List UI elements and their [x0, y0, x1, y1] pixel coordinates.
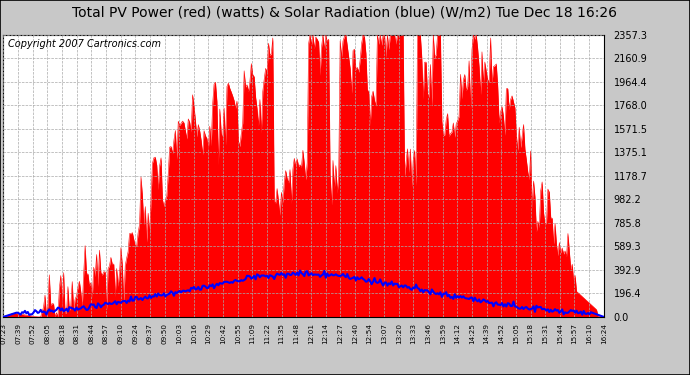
Text: Copyright 2007 Cartronics.com: Copyright 2007 Cartronics.com — [8, 39, 161, 49]
Text: Total PV Power (red) (watts) & Solar Radiation (blue) (W/m2) Tue Dec 18 16:26: Total PV Power (red) (watts) & Solar Rad… — [72, 6, 618, 20]
